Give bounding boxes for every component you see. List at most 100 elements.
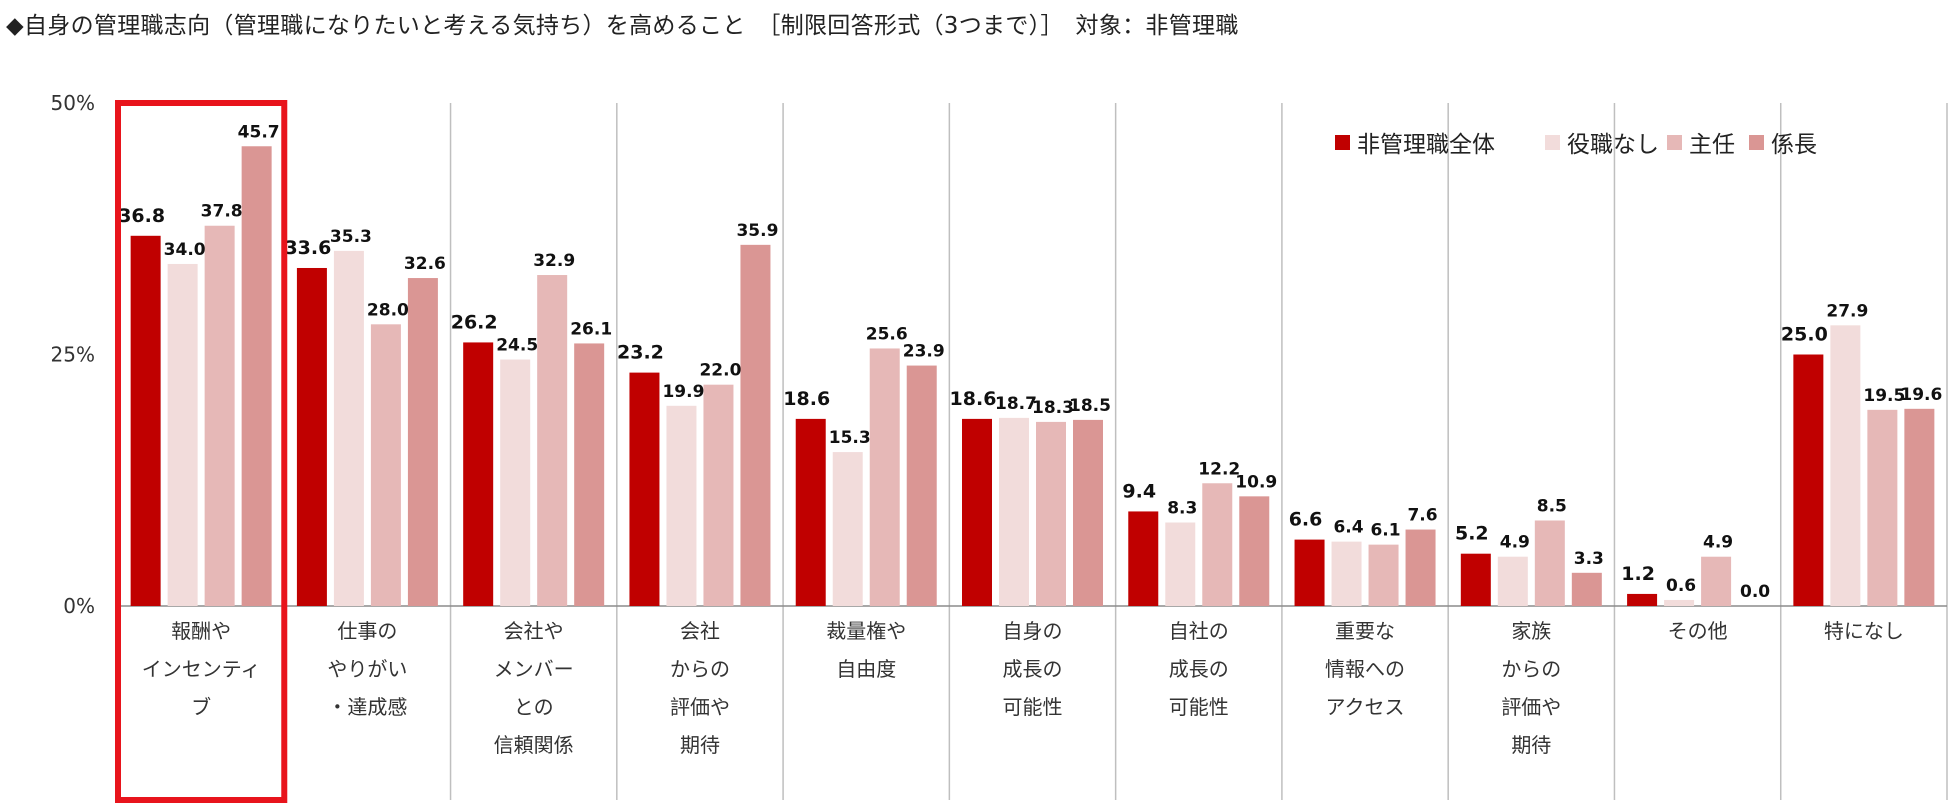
bar: [869, 348, 900, 606]
bar: [1534, 520, 1565, 606]
category-label: 会社や: [504, 619, 564, 643]
data-label: 18.6: [950, 388, 997, 410]
bars: [130, 146, 1935, 607]
data-label: 5.2: [1455, 523, 1489, 545]
bar: [999, 417, 1029, 606]
data-label: 35.3: [330, 227, 372, 247]
category-label: 情報への: [1325, 657, 1405, 681]
data-label: 23.9: [903, 342, 945, 362]
category-label: 報酬や: [171, 619, 231, 643]
bar: [370, 324, 401, 606]
category-label: 評価や: [670, 695, 730, 719]
data-label: 32.9: [533, 251, 575, 271]
data-label: 19.9: [662, 382, 704, 402]
category-label: やりがい: [327, 657, 407, 681]
bar: [795, 418, 826, 606]
bar: [1331, 541, 1362, 606]
data-label: 7.6: [1407, 506, 1437, 526]
category-label: 期待: [1511, 733, 1551, 757]
bar: [962, 418, 992, 606]
data-label: 25.0: [1781, 324, 1828, 346]
bar: [1202, 483, 1233, 606]
category-label: 期待: [680, 733, 720, 757]
category-label: 自由度: [836, 657, 896, 681]
bar: [167, 263, 198, 606]
data-label: 6.1: [1370, 521, 1400, 541]
bar: [130, 235, 161, 607]
legend-label: 係長: [1771, 132, 1817, 158]
category-label: 自社の: [1169, 619, 1229, 643]
highlight: [115, 100, 288, 803]
bar: [740, 244, 771, 606]
category-label: 仕事の: [337, 619, 397, 643]
data-label: 19.6: [1900, 385, 1942, 405]
data-label: 18.7: [995, 394, 1037, 414]
legend-swatch: [1545, 135, 1560, 150]
bar: [463, 342, 494, 606]
bar: [1793, 354, 1824, 606]
category-label: 成長の: [1169, 657, 1229, 681]
bar: [1571, 572, 1602, 606]
bar: [333, 250, 364, 606]
bar: [1867, 409, 1898, 606]
legend: 非管理職全体 役職なし 主任 係長: [1335, 132, 1817, 158]
bar: [1664, 599, 1695, 606]
data-labels: 36.8 34.0 37.8 45.7 33.635.3 28.0 32.6 26.2 24.5…: [118, 122, 1942, 602]
category-label: ブ: [191, 695, 211, 719]
data-label: 32.6: [404, 254, 446, 274]
data-label: 24.5: [496, 336, 538, 356]
bar: [241, 146, 272, 606]
data-label: 15.3: [829, 428, 871, 448]
category-label: 可能性: [1003, 695, 1063, 719]
category-label: 可能性: [1169, 695, 1229, 719]
chart-title: ◆自身の管理職志向（管理職になりたいと考える気持ち）を高めること ［制限回答形式…: [6, 13, 1239, 39]
data-label: 18.3: [1032, 398, 1074, 418]
bar: [666, 405, 697, 606]
data-label: 18.6: [783, 388, 830, 410]
y-tick-label: 50%: [51, 91, 95, 115]
bar: [629, 372, 660, 606]
data-label: 35.9: [736, 221, 778, 241]
data-label: 4.9: [1500, 533, 1530, 553]
bar: [1497, 556, 1528, 606]
category-label: メンバー: [494, 657, 574, 681]
legend-swatch: [1749, 135, 1764, 150]
legend-swatch: [1667, 135, 1682, 150]
bar: [1128, 511, 1159, 606]
data-label: 18.5: [1069, 396, 1111, 416]
category-label: 裁量権や: [826, 619, 906, 643]
data-label: 25.6: [866, 324, 908, 344]
data-label: 9.4: [1122, 480, 1156, 502]
data-label: 33.6: [284, 237, 331, 259]
category-label: 自身の: [1003, 619, 1063, 643]
highlight-box: [115, 100, 288, 803]
bar: [906, 365, 937, 606]
bar: [204, 225, 235, 606]
category-label: との: [514, 695, 554, 719]
data-label: 6.4: [1333, 518, 1363, 538]
data-label: 3.3: [1574, 549, 1604, 569]
data-label: 27.9: [1826, 301, 1868, 321]
data-label: 45.7: [238, 122, 280, 142]
legend-swatch: [1335, 135, 1350, 150]
bar: [1368, 544, 1399, 606]
bar: [1073, 419, 1103, 606]
data-label: 1.2: [1621, 563, 1655, 585]
bar: [1036, 421, 1066, 606]
legend-label: 主任: [1689, 132, 1735, 158]
y-tick-label: 0%: [63, 594, 95, 618]
y-tick-label: 25%: [51, 343, 95, 367]
bar: [1627, 593, 1658, 606]
data-label: 22.0: [699, 361, 741, 381]
data-label: 26.1: [570, 319, 612, 339]
data-label: 37.8: [201, 202, 243, 222]
legend-label: 役職なし: [1567, 132, 1659, 158]
data-label: 0.6: [1666, 576, 1696, 596]
bar: [500, 359, 531, 606]
data-label: 8.3: [1167, 499, 1197, 519]
data-label: 23.2: [617, 342, 664, 364]
category-label: 評価や: [1501, 695, 1561, 719]
category-label: ・達成感: [327, 695, 407, 719]
